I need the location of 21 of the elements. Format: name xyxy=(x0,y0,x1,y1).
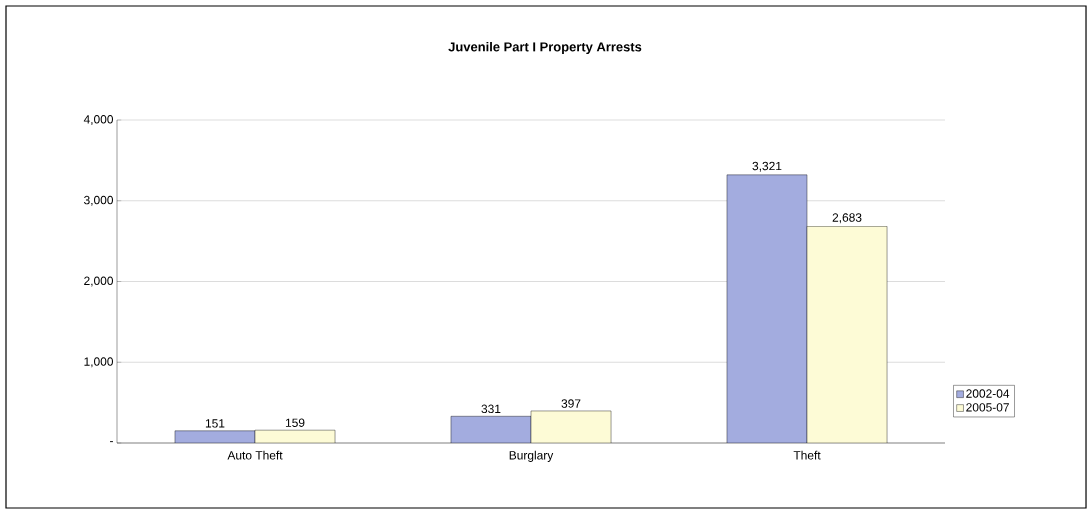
data-label: 331 xyxy=(481,404,501,414)
legend-label: 2005-07 xyxy=(966,403,1009,412)
x-tick-label: Burglary xyxy=(509,450,554,462)
data-label: 3,321 xyxy=(752,161,782,172)
y-tick-label: 1,000 xyxy=(84,357,114,368)
bar xyxy=(531,410,612,443)
legend-label: 2002-04 xyxy=(966,389,1010,398)
data-label: 151 xyxy=(205,419,225,428)
y-tick-label: 4,000 xyxy=(83,115,114,125)
y-tick-label: - xyxy=(110,441,113,443)
data-label: 159 xyxy=(285,418,305,427)
data-label: 2,683 xyxy=(832,213,862,224)
bar xyxy=(806,226,888,443)
y-tick-label: 3,000 xyxy=(84,195,114,206)
chart-title: Juvenile Part I Property Arrests xyxy=(448,41,642,55)
x-tick-label: Auto Theft xyxy=(227,450,283,460)
data-label: 397 xyxy=(561,399,581,408)
bar xyxy=(450,416,531,443)
x-tick-label: Theft xyxy=(793,450,821,460)
y-tick-label: 2,000 xyxy=(84,276,114,287)
bar xyxy=(726,174,808,443)
